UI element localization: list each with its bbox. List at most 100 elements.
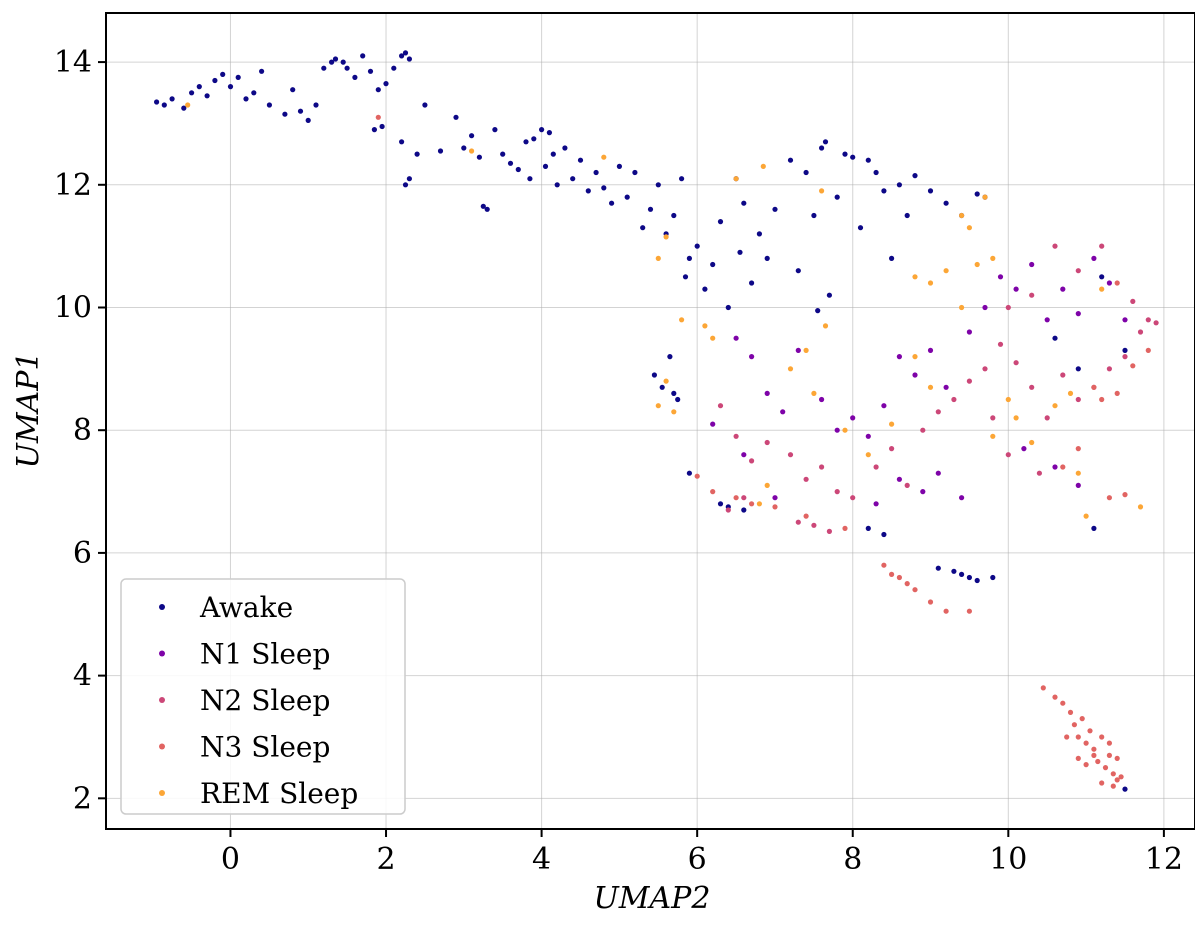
data-point [772, 206, 778, 212]
y-tick-label: 4 [73, 659, 92, 694]
data-point [352, 74, 358, 80]
data-point [997, 274, 1004, 280]
data-point [834, 194, 840, 200]
data-point [406, 56, 412, 62]
data-point [764, 390, 770, 396]
data-point [1060, 286, 1066, 292]
grid [106, 13, 1195, 829]
data-point [640, 225, 646, 231]
data-point [1060, 464, 1066, 470]
data-point [651, 372, 658, 378]
data-point [585, 188, 591, 194]
data-point [725, 507, 731, 513]
data-point [469, 148, 475, 154]
data-point [655, 255, 661, 261]
data-point [340, 59, 346, 65]
data-point [1118, 774, 1124, 780]
data-point [1060, 372, 1066, 378]
data-point [1122, 786, 1128, 792]
data-point [1099, 734, 1105, 740]
data-point [1040, 685, 1046, 691]
data-point [675, 396, 681, 403]
data-point [235, 74, 241, 80]
data-point [974, 191, 980, 197]
data-point [667, 354, 673, 360]
data-point [570, 176, 576, 182]
data-points [154, 50, 1159, 792]
x-tick-label: 2 [376, 842, 395, 877]
data-point [842, 151, 848, 157]
data-point [1044, 317, 1050, 323]
data-point [632, 169, 638, 176]
data-point [795, 519, 801, 525]
data-point [531, 136, 537, 142]
data-point [741, 452, 747, 458]
data-point [865, 157, 871, 163]
data-point [927, 188, 934, 194]
data-point [881, 531, 887, 538]
data-point [889, 571, 895, 578]
data-point [1036, 470, 1042, 476]
data-point [819, 464, 825, 470]
data-point [671, 409, 677, 415]
data-point [1137, 504, 1144, 510]
data-point [507, 160, 514, 166]
data-point [1130, 298, 1136, 304]
data-point [1071, 722, 1077, 728]
data-point [375, 114, 381, 120]
data-point [974, 577, 980, 584]
data-point [227, 84, 234, 90]
data-point [787, 366, 794, 372]
data-point [453, 114, 459, 120]
data-point [562, 145, 568, 151]
data-point [694, 473, 700, 479]
data-point [850, 415, 856, 421]
data-point [161, 102, 167, 108]
data-point [834, 427, 840, 433]
data-point [865, 525, 871, 532]
data-point [822, 323, 829, 329]
data-point [1044, 415, 1050, 421]
data-point [1013, 415, 1019, 421]
legend-label: N2 Sleep [200, 684, 330, 717]
data-point [1106, 752, 1112, 759]
data-point [959, 212, 965, 219]
data-point [1052, 403, 1058, 409]
data-point [896, 574, 903, 581]
y-tick-label: 8 [73, 413, 92, 448]
data-point [1067, 390, 1074, 396]
legend-marker [159, 743, 165, 750]
series-n3-sleep [375, 114, 1151, 789]
data-point [422, 102, 428, 108]
data-point [391, 65, 397, 71]
data-point [682, 274, 689, 280]
data-point [367, 68, 374, 74]
data-point [959, 495, 965, 501]
data-point [593, 169, 599, 176]
x-tick-label: 6 [688, 842, 707, 877]
data-point [671, 390, 677, 396]
data-point [371, 127, 377, 133]
data-point [1083, 513, 1089, 519]
data-point [927, 384, 934, 390]
data-point [1029, 384, 1035, 390]
data-point [811, 212, 817, 219]
data-point [927, 280, 934, 286]
data-point [329, 59, 335, 65]
legend-label: REM Sleep [200, 777, 358, 810]
data-point [1029, 439, 1035, 446]
data-point [795, 268, 801, 274]
data-point [480, 203, 486, 209]
data-point [912, 372, 918, 378]
data-point [624, 194, 630, 200]
data-point [169, 96, 175, 102]
data-point [379, 123, 385, 130]
data-point [904, 212, 910, 219]
data-point [414, 151, 420, 157]
data-point [694, 243, 700, 249]
data-point [539, 127, 545, 133]
data-point [686, 255, 693, 261]
data-point [717, 403, 724, 409]
data-point [959, 304, 965, 311]
